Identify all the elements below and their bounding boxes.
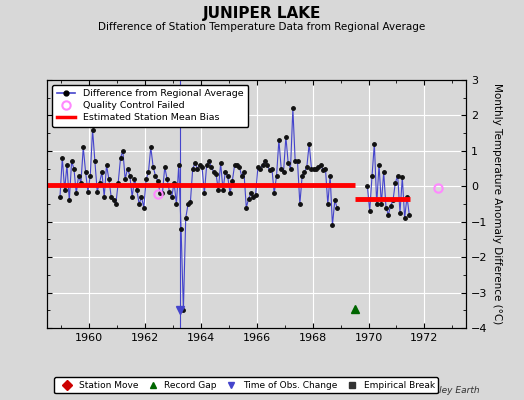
Text: Berkeley Earth: Berkeley Earth: [413, 386, 479, 395]
Legend: Difference from Regional Average, Quality Control Failed, Estimated Station Mean: Difference from Regional Average, Qualit…: [52, 85, 248, 127]
Y-axis label: Monthly Temperature Anomaly Difference (°C): Monthly Temperature Anomaly Difference (…: [492, 83, 501, 325]
Legend: Station Move, Record Gap, Time of Obs. Change, Empirical Break: Station Move, Record Gap, Time of Obs. C…: [54, 377, 438, 394]
Text: Difference of Station Temperature Data from Regional Average: Difference of Station Temperature Data f…: [99, 22, 425, 32]
Text: JUNIPER LAKE: JUNIPER LAKE: [203, 6, 321, 21]
